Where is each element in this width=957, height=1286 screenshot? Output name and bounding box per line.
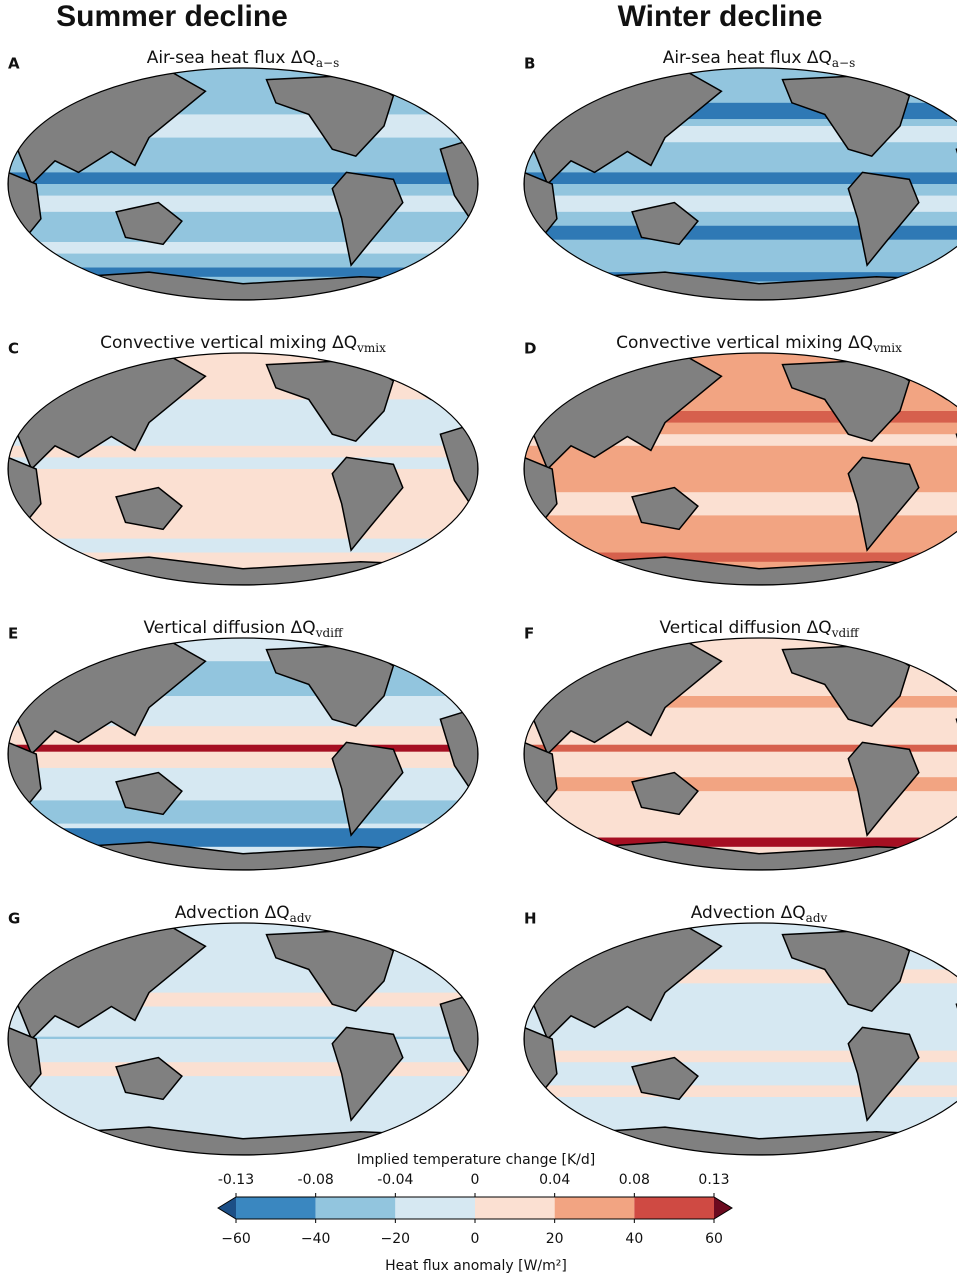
colorbar-tick-label: 20 [546,1231,564,1247]
panel-title-subscript: vdiff [315,626,344,640]
map [524,353,957,585]
panel-title-text: Advection ΔQ [175,903,290,923]
panel-title-text: Vertical diffusion ΔQ [143,618,315,638]
colorbar-segment [395,1197,475,1219]
panel-letter: A [8,55,20,73]
panel-title-subscript: adv [290,911,312,925]
colorbar-top-tick-label: -0.04 [377,1172,413,1188]
panel-letter: F [524,625,534,643]
colorbar-top-tick-label: 0.13 [698,1172,729,1188]
panel-title-text: Advection ΔQ [691,903,806,923]
colorbar-extend [714,1197,732,1219]
colorbar-segment [634,1197,714,1219]
panel-title: Air-sea heat flux ΔQa−s [147,48,340,70]
panel-title: Convective vertical mixing ΔQvmix [616,333,902,355]
map [8,923,478,1155]
anomaly-band [8,745,478,752]
colorbar-segment [236,1197,316,1219]
colorbar-top-tick-label: 0.04 [539,1172,570,1188]
panel-title-subscript: vdiff [831,626,860,640]
panel-letter: H [524,910,537,928]
map [8,68,478,300]
panel-title-subscript: vmix [872,341,902,355]
panel-title: Vertical diffusion ΔQvdiff [143,618,344,640]
anomaly-band [8,457,478,469]
anomaly-band [8,1037,478,1039]
column-title: Summer decline [56,0,288,33]
panel-title-subscript: a−s [316,56,339,70]
panel-title: Air-sea heat flux ΔQa−s [663,48,856,70]
colorbar-top-tick-label: -0.08 [298,1172,334,1188]
map [524,923,957,1155]
map [8,638,478,870]
colorbar-tick-label: 60 [705,1231,723,1247]
anomaly-band [524,553,957,562]
panel-title-text: Air-sea heat flux ΔQ [147,48,316,68]
panel-letter: D [524,340,536,358]
colorbar-tick-label: 40 [625,1231,643,1247]
anomaly-band [8,1062,478,1076]
colorbar-tick-label: −20 [381,1231,411,1247]
panel-title-text: Air-sea heat flux ΔQ [663,48,832,68]
anomaly-band [8,539,478,553]
anomaly-band [8,800,478,823]
colorbar-segment [475,1197,555,1219]
colorbar-tick-label: 0 [471,1231,480,1247]
anomaly-band [8,196,478,212]
colorbar-top-label: Implied temperature change [K/d] [357,1152,596,1168]
panel-title-subscript: vmix [356,341,386,355]
panel-title: Vertical diffusion ΔQvdiff [659,618,860,640]
anomaly-band [8,172,478,184]
colorbar-tick-label: −60 [221,1231,251,1247]
colorbar-segment [555,1197,635,1219]
anomaly-band [8,242,478,254]
panel-title: Convective vertical mixing ΔQvmix [100,333,386,355]
panel-title-subscript: a−s [832,56,855,70]
panel-letter: E [8,625,18,643]
panel-letter: G [8,910,20,928]
anomaly-band [524,838,957,847]
colorbar-bottom-label: Heat flux anomaly [W/m²] [385,1258,567,1274]
panel-title: Advection ΔQadv [175,903,312,925]
anomaly-band [8,268,478,277]
panel-title-text: Convective vertical mixing ΔQ [100,333,357,353]
colorbar-top-tick-label: 0 [471,1172,480,1188]
panel-letter: C [8,340,19,358]
map [8,353,478,585]
panel-title-subscript: adv [806,911,828,925]
panel-letter: B [524,55,535,73]
colorbar-tick-label: −40 [301,1231,331,1247]
anomaly-band [8,828,478,847]
colorbar-top-tick-label: -0.13 [218,1172,254,1188]
panel-title-text: Vertical diffusion ΔQ [659,618,831,638]
column-title: Winter decline [618,0,823,33]
colorbar-extend [218,1197,236,1219]
panel-title: Advection ΔQadv [691,903,828,925]
colorbar-segment [316,1197,396,1219]
map [524,68,957,300]
colorbar-top-tick-label: 0.08 [619,1172,650,1188]
panel-title-text: Convective vertical mixing ΔQ [616,333,873,353]
map [524,638,957,870]
